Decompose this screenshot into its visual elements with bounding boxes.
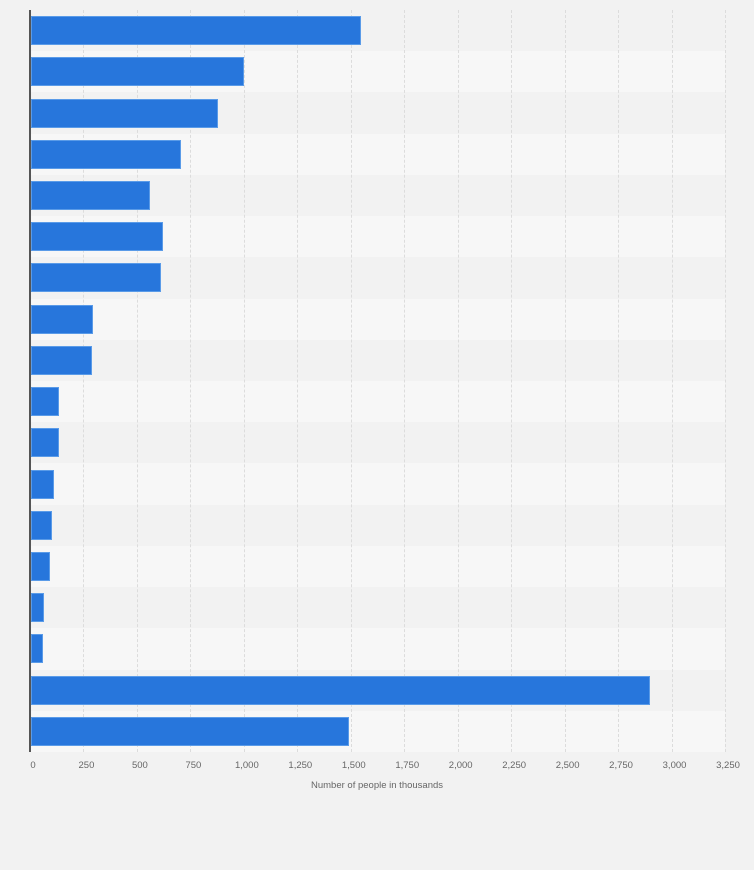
bar[interactable] xyxy=(31,387,60,417)
gridline xyxy=(564,10,566,752)
bar[interactable] xyxy=(31,675,651,705)
y-axis-line xyxy=(29,10,31,752)
row-band xyxy=(30,422,725,464)
gridline xyxy=(350,10,352,752)
gridline xyxy=(243,10,245,752)
x-axis-title: Number of people in thousands xyxy=(310,780,444,791)
x-tick-label: 3,250 xyxy=(716,760,740,771)
x-tick-label: 750 xyxy=(185,760,202,771)
bar[interactable] xyxy=(31,181,151,210)
row-band xyxy=(30,298,725,340)
bar[interactable] xyxy=(31,304,93,334)
bar[interactable] xyxy=(31,552,51,581)
bar[interactable] xyxy=(31,510,53,540)
gridline xyxy=(671,10,673,752)
bar[interactable] xyxy=(31,16,362,46)
x-tick-label: 0 xyxy=(30,760,36,771)
gridline xyxy=(190,10,192,752)
bar[interactable] xyxy=(31,428,60,458)
x-tick-label: 1,750 xyxy=(395,760,420,771)
bar[interactable] xyxy=(31,139,181,169)
x-tick-label: 2,500 xyxy=(555,760,580,771)
bar[interactable] xyxy=(31,57,244,87)
row-band xyxy=(30,587,725,629)
x-tick-label: 2,750 xyxy=(609,760,633,771)
gridline xyxy=(297,10,299,752)
gridline xyxy=(618,10,620,752)
gridline xyxy=(457,10,459,752)
x-tick-label: 250 xyxy=(78,760,95,771)
row-band xyxy=(30,504,725,546)
gridline xyxy=(83,10,85,752)
bar[interactable] xyxy=(31,222,163,252)
row-band xyxy=(30,628,725,670)
x-tick-label: 1,250 xyxy=(288,760,313,771)
gridline xyxy=(136,10,138,752)
bar[interactable] xyxy=(31,469,54,499)
row-band xyxy=(30,545,725,588)
bar[interactable] xyxy=(31,716,349,746)
row-band xyxy=(30,463,725,505)
x-tick-label: 1,500 xyxy=(341,760,366,771)
bar[interactable] xyxy=(31,263,162,293)
row-band xyxy=(30,381,725,423)
gridline xyxy=(725,10,726,752)
row-band xyxy=(30,339,725,381)
gridline xyxy=(404,10,406,752)
gridline xyxy=(511,10,513,752)
bar[interactable] xyxy=(31,634,44,664)
x-tick-label: 1,000 xyxy=(234,760,259,771)
x-tick-label: 3,000 xyxy=(662,760,687,771)
x-tick-label: 2,250 xyxy=(502,760,527,771)
bar[interactable] xyxy=(31,98,219,128)
x-tick-label: 500 xyxy=(131,760,148,771)
x-tick-label: 2,000 xyxy=(448,760,473,771)
bar[interactable] xyxy=(31,593,44,623)
bar[interactable] xyxy=(31,345,92,375)
